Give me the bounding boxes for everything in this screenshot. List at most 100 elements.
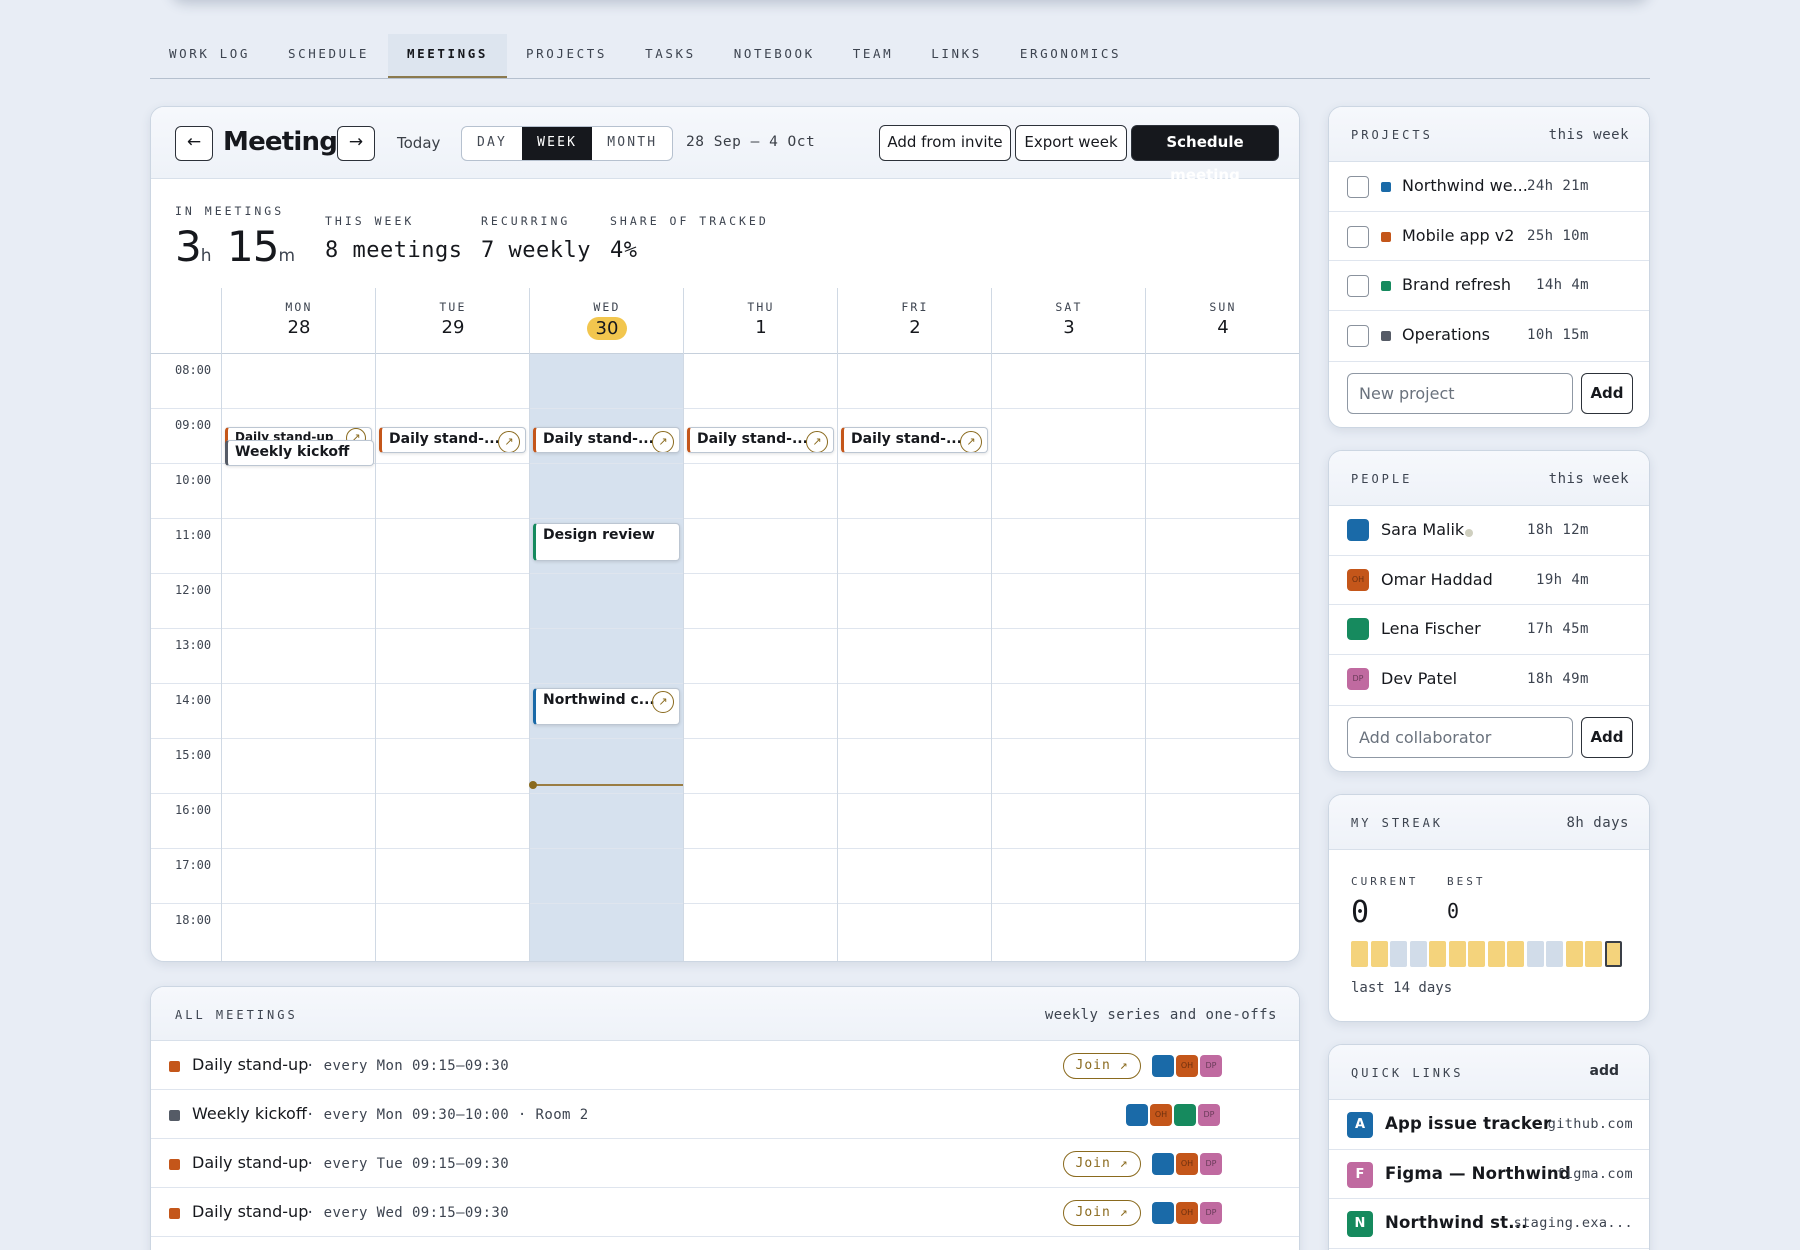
- project-row[interactable]: Brand refresh 14h 4m: [1329, 261, 1649, 311]
- external-link-icon[interactable]: ↗: [498, 431, 520, 452]
- view-month-button[interactable]: MONTH: [607, 135, 658, 150]
- external-link-icon[interactable]: ↗: [346, 428, 366, 446]
- add-collaborator-input[interactable]: Add collaborator: [1347, 717, 1573, 758]
- new-project-input[interactable]: New project: [1347, 373, 1573, 414]
- today-button[interactable]: Today: [397, 134, 441, 152]
- person-name: Omar Haddad: [1381, 569, 1493, 589]
- project-checkbox[interactable]: [1347, 225, 1369, 248]
- meeting-row[interactable]: Daily stand-up · every Wed 09:15–09:30 J…: [151, 1188, 1299, 1237]
- day-header-sun[interactable]: SUN 4: [1146, 300, 1299, 338]
- person-row[interactable]: DP Dev Patel 18h 49m: [1329, 655, 1649, 705]
- event-daily-standup-fri[interactable]: Daily stand-... ↗: [841, 427, 988, 453]
- view-week-button[interactable]: WEEK: [522, 127, 593, 160]
- add-project-button[interactable]: Add: [1581, 373, 1633, 414]
- event-title: Northwind c...: [543, 692, 655, 708]
- tab-ergonomics[interactable]: ERGONOMICS: [1019, 46, 1122, 61]
- time-label: 08:00: [175, 363, 212, 377]
- avatar: OH: [1176, 1202, 1198, 1224]
- join-button[interactable]: Join ↗: [1063, 1053, 1141, 1079]
- meeting-name: Weekly kickoff: [192, 1104, 307, 1123]
- avatar: [1152, 1202, 1174, 1224]
- avatar: OH: [1150, 1104, 1172, 1126]
- current-streak-label: CURRENT: [1351, 875, 1419, 888]
- day-header-tue[interactable]: TUE 29: [376, 300, 530, 338]
- event-design-review[interactable]: Design review: [533, 523, 680, 561]
- event-daily-standup-tue[interactable]: Daily stand-... ↗: [379, 427, 526, 453]
- meeting-detail: · every Mon 09:15–09:30: [306, 1058, 510, 1074]
- add-link-button[interactable]: add: [1589, 1063, 1620, 1079]
- quick-links-header: QUICK LINKS add: [1329, 1045, 1649, 1100]
- streak-day-cell: [1448, 941, 1466, 967]
- quick-link-row[interactable]: N Northwind st... staging.exa...: [1329, 1199, 1649, 1249]
- tab-projects[interactable]: PROJECTS: [526, 46, 608, 61]
- project-row[interactable]: Northwind we... 24h 21m: [1329, 162, 1649, 212]
- event-daily-standup-thu[interactable]: Daily stand-... ↗: [687, 427, 834, 453]
- add-collaborator-button[interactable]: Add: [1581, 717, 1633, 758]
- project-checkbox[interactable]: [1347, 275, 1369, 297]
- in-meetings-hours: 3: [175, 222, 202, 271]
- day-header-mon[interactable]: MON 28: [222, 300, 376, 338]
- project-row[interactable]: Mobile app v2 25h 10m: [1329, 212, 1649, 261]
- next-week-button[interactable]: →: [337, 126, 375, 161]
- avatar: OH: [1176, 1153, 1198, 1175]
- tab-notebook[interactable]: NOTEBOOK: [733, 46, 815, 61]
- tab-work-log[interactable]: WORK LOG: [169, 46, 251, 61]
- tab-tasks[interactable]: TASKS: [645, 46, 696, 61]
- day-header-fri[interactable]: FRI 2: [838, 300, 992, 338]
- streak-meta: 8h days: [1566, 815, 1629, 831]
- add-from-invite-button[interactable]: Add from invite: [879, 125, 1011, 161]
- person-row[interactable]: Lena Fischer 17h 45m: [1329, 605, 1649, 655]
- event-daily-standup-wed[interactable]: Daily stand-... ↗: [533, 427, 680, 453]
- project-color-swatch: [1381, 281, 1391, 291]
- person-time: 18h 49m: [1527, 670, 1589, 687]
- time-label: 17:00: [175, 858, 212, 872]
- time-label: 16:00: [175, 803, 212, 817]
- join-button[interactable]: Join ↗: [1063, 1200, 1141, 1226]
- day-number: 3: [1063, 317, 1075, 338]
- external-link-icon[interactable]: ↗: [652, 431, 674, 452]
- quick-link-row[interactable]: F Figma — Northwind figma.com: [1329, 1150, 1649, 1199]
- export-week-button[interactable]: Export week: [1015, 125, 1127, 161]
- week-grid: MON 28 TUE 29 WED 30 THU 1 FRI 2 SAT 3 S…: [151, 288, 1299, 961]
- best-streak-label: BEST: [1447, 875, 1486, 888]
- streak-day-cell: [1487, 941, 1505, 967]
- people-meta: this week: [1548, 471, 1629, 487]
- tab-meetings[interactable]: MEETINGS: [388, 34, 508, 78]
- meeting-row[interactable]: Weekly kickoff · every Mon 09:30–10:00 ·…: [151, 1090, 1299, 1139]
- external-link-icon[interactable]: ↗: [960, 431, 982, 452]
- streak-day-cell: [1546, 941, 1563, 967]
- event-weekly-kickoff-mon[interactable]: Weekly kickoff: [225, 440, 374, 466]
- tab-team[interactable]: TEAM: [852, 46, 894, 61]
- prev-week-button[interactable]: ←: [175, 126, 213, 161]
- day-header-sat[interactable]: SAT 3: [992, 300, 1146, 338]
- streak-day-cell: [1468, 941, 1485, 967]
- avatar: OH: [1347, 568, 1369, 591]
- tab-schedule[interactable]: SCHEDULE: [288, 46, 370, 61]
- quick-link-row[interactable]: A App issue tracker github.com: [1329, 1100, 1649, 1150]
- meeting-row[interactable]: Daily stand-up · every Mon 09:15–09:30 J…: [151, 1041, 1299, 1090]
- streak-day-cell: [1526, 941, 1544, 967]
- person-row[interactable]: OH Omar Haddad 19h 4m: [1329, 556, 1649, 605]
- project-row[interactable]: Operations 10h 15m: [1329, 311, 1649, 361]
- event-title: Daily stand-...: [851, 431, 962, 447]
- event-title: Daily stand-...: [697, 431, 808, 447]
- project-checkbox[interactable]: [1347, 176, 1369, 198]
- external-link-icon[interactable]: ↗: [652, 691, 674, 713]
- view-day-button[interactable]: DAY: [477, 135, 508, 150]
- external-link-icon[interactable]: ↗: [806, 431, 828, 452]
- project-checkbox[interactable]: [1347, 324, 1369, 347]
- link-name: Figma — Northwind: [1385, 1163, 1571, 1183]
- meeting-row[interactable]: Daily stand-up · every Tue 09:15–09:30 J…: [151, 1139, 1299, 1188]
- join-button[interactable]: Join ↗: [1063, 1151, 1141, 1177]
- person-row[interactable]: Sara Malik 18h 12m: [1329, 506, 1649, 556]
- status-dot: [1465, 529, 1473, 537]
- event-title: Daily stand-...: [543, 431, 654, 447]
- streak-day-cell: [1351, 941, 1368, 967]
- event-northwind-call[interactable]: Northwind c... ↗: [533, 688, 680, 725]
- day-header-wed[interactable]: WED 30: [530, 300, 684, 340]
- tab-links[interactable]: LINKS: [931, 46, 982, 61]
- schedule-meeting-button[interactable]: Schedule meeting: [1131, 125, 1279, 184]
- avatar: [1152, 1055, 1174, 1077]
- day-header-thu[interactable]: THU 1: [684, 300, 838, 338]
- time-label: 11:00: [175, 528, 212, 542]
